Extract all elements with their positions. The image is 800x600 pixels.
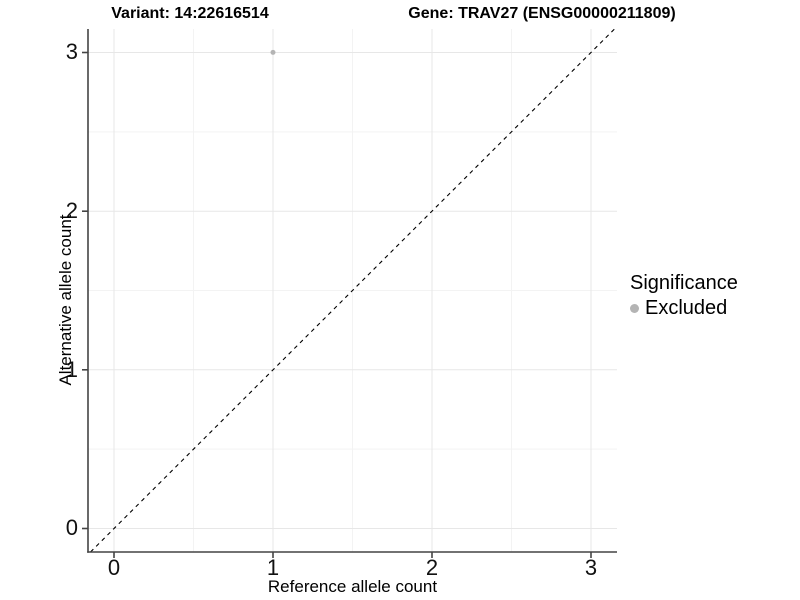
plot-title-gene: Gene: TRAV27 (ENSG00000211809) xyxy=(408,5,676,22)
y-tick-marks xyxy=(82,51,88,530)
x-tick-label-1: 1 xyxy=(266,555,280,580)
excluded-point-icon xyxy=(630,303,639,313)
x-axis-title: Reference allele count xyxy=(267,577,438,596)
data-point-excluded xyxy=(270,49,276,55)
identity-line xyxy=(90,28,615,553)
y-tick-label-3: 3 xyxy=(65,39,78,64)
major-gridlines xyxy=(88,29,617,552)
y-tick-label-2: 2 xyxy=(65,198,78,223)
x-tick-label-3: 3 xyxy=(584,555,598,580)
x-tick-label-2: 2 xyxy=(425,555,439,580)
y-tick-label-1: 1 xyxy=(65,357,78,382)
legend: Significance Excluded xyxy=(630,271,795,320)
legend-item-label: Excluded xyxy=(645,297,728,319)
data-points-layer xyxy=(270,49,276,55)
plot-title-variant: Variant: 14:22616514 xyxy=(111,5,269,22)
x-tick-marks xyxy=(113,552,592,558)
legend-title: Significance xyxy=(630,272,738,294)
y-axis-title: Alternative allele count xyxy=(56,214,75,386)
x-tick-label-0: 0 xyxy=(107,555,121,580)
y-tick-label-0: 0 xyxy=(65,515,78,540)
legend-item-excluded: Excluded xyxy=(630,296,795,320)
